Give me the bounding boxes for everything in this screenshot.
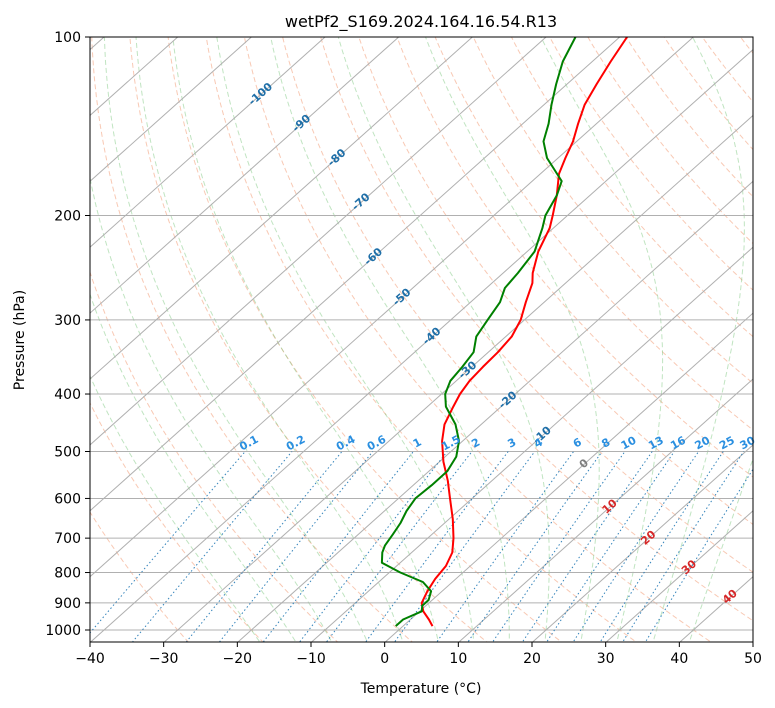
mixing-ratio-line	[185, 451, 343, 642]
dewpoint-line	[380, 37, 577, 627]
dry-adiabat-line	[358, 37, 753, 526]
x-tick-label: −30	[149, 651, 179, 667]
moist-adiabat-line	[103, 37, 368, 642]
x-tick-label: −10	[296, 651, 326, 667]
temperature-line	[420, 37, 628, 627]
isotherm-gridline	[90, 37, 253, 183]
y-tick-label: 200	[54, 209, 81, 225]
y-tick-label: 400	[54, 387, 81, 403]
x-tick-label: 10	[449, 651, 467, 667]
isotherm-gridline	[605, 510, 753, 642]
mixing-ratio-line	[521, 451, 653, 642]
dry-adiabat-line	[434, 37, 753, 431]
plot-area	[90, 37, 753, 642]
y-tick-label: 800	[54, 566, 81, 582]
dry-adiabat-line	[396, 37, 753, 478]
mixing-ratio-label: 10	[619, 434, 639, 453]
mixing-ratio-label: 16	[668, 434, 688, 453]
mixing-ratio-line	[546, 451, 675, 642]
mixing-ratio-label: 25	[717, 434, 737, 453]
x-tick-label: 40	[670, 651, 688, 667]
isotherm-gridline	[90, 48, 753, 642]
data-series	[380, 37, 628, 627]
x-tick-label: 30	[597, 651, 615, 667]
isotherm-gridline	[90, 37, 695, 578]
dry-adiabat-line	[205, 37, 638, 642]
moist-adiabat-line	[90, 292, 297, 642]
isotherm-gridlines	[90, 37, 753, 642]
mixing-ratio-label: 13	[646, 434, 666, 453]
dry-adiabat-line	[587, 37, 753, 245]
x-tick-label: 20	[523, 651, 541, 667]
dry-adiabat-line	[90, 401, 264, 642]
moist-adiabat-line	[90, 374, 261, 642]
y-tick-label: 300	[54, 313, 81, 329]
dry-adiabat-line	[243, 37, 712, 642]
moist-adiabat-line	[135, 37, 404, 642]
mixing-ratio-lines	[90, 451, 753, 642]
mixing-ratio-line	[299, 451, 448, 642]
y-tick-label: 900	[54, 596, 81, 612]
chart-title: wetPf2_S169.2024.164.16.54.R13	[285, 12, 557, 32]
x-tick-label: 0	[380, 651, 389, 667]
isotherm-gridline	[458, 378, 753, 642]
moist-adiabat-line	[540, 37, 664, 642]
mixing-ratio-line	[599, 451, 724, 642]
isotherm-gridline	[163, 114, 753, 642]
isotherm-gridline	[90, 37, 474, 380]
y-tick-label: 700	[54, 531, 81, 547]
y-axis-label: Pressure (hPa)	[12, 290, 28, 390]
isotherm-gridline	[90, 37, 326, 248]
isotherm-gridline	[90, 37, 621, 512]
plot-frame	[89, 36, 754, 643]
x-axis-label: Temperature (°C)	[360, 681, 482, 697]
y-tick-label: 500	[54, 444, 81, 460]
moist-adiabat-line	[270, 37, 510, 642]
mixing-ratio-line	[394, 451, 536, 642]
isotherm-gridline	[237, 180, 753, 642]
x-tick-label: 50	[744, 651, 762, 667]
mixing-ratio-line	[218, 451, 374, 642]
dry-adiabat-line	[320, 37, 753, 573]
x-tick-label: −40	[75, 651, 105, 667]
moist-adiabat-line	[688, 457, 753, 642]
isotherm-gridline	[531, 444, 753, 642]
y-tick-label: 600	[54, 491, 81, 507]
mixing-ratio-line	[436, 451, 575, 642]
isotherm-gridline	[90, 37, 400, 314]
mixing-ratio-line	[644, 468, 753, 642]
dry-adiabat-line	[282, 37, 753, 622]
dry-adiabat-line	[472, 37, 753, 384]
dry-adiabat-line	[90, 270, 339, 642]
mixing-ratio-line	[90, 451, 246, 634]
isotherm-gridline	[90, 37, 547, 446]
isotherm-gridline	[310, 246, 753, 642]
mixing-ratio-label: 20	[693, 434, 713, 453]
mixing-ratio-line	[622, 451, 745, 642]
y-axis-ticks: 100 200 300 400 500 600 700 800 900 1000	[45, 30, 90, 639]
dry-adiabat-line	[91, 37, 414, 642]
y-tick-label: 100	[54, 30, 81, 46]
mixing-ratio-line	[572, 451, 700, 642]
isotherm-gridline	[384, 312, 753, 642]
y-tick-label: 1000	[45, 623, 81, 639]
x-tick-label: −20	[223, 651, 253, 667]
mixing-ratio-line	[492, 451, 626, 642]
dry-adiabat-line	[129, 37, 488, 642]
dry-adiabat-line	[549, 37, 753, 291]
x-axis-ticks: −40 −30 −20 −10 0 10 20 30 40 50	[75, 642, 762, 667]
